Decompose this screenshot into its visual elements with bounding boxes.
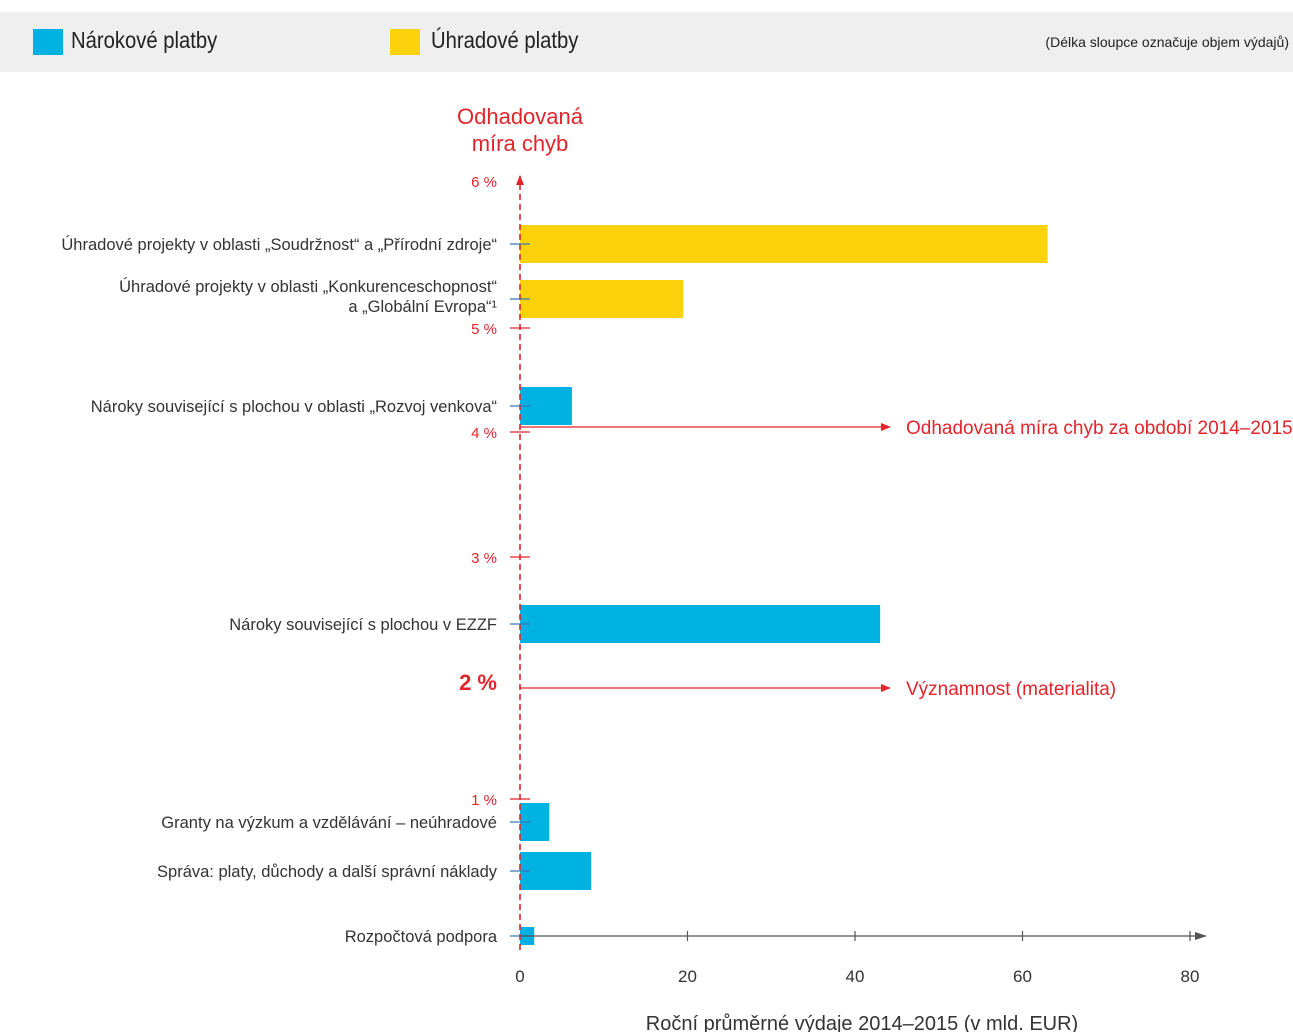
legend-swatch-entitlement [33, 29, 63, 55]
x-tick-label: 20 [678, 967, 697, 986]
legend-swatch-reimbursement [390, 29, 420, 55]
y-tick-label: 4 % [471, 425, 497, 442]
y-tick-label: 6 % [471, 174, 497, 191]
legend-label-reimbursement: Úhradové platby [431, 27, 579, 53]
legend: Nárokové platby Úhradové platby (Délka s… [0, 12, 1293, 72]
bar-2 [520, 280, 684, 318]
category-label: Úhradové projekty v oblasti „Soudržnost“… [61, 235, 497, 254]
category-label: Úhradové projekty v oblasti „Konkurences… [119, 277, 497, 296]
reference-label: Odhadovaná míra chyb za období 2014–2015 [906, 418, 1293, 439]
bar-1 [520, 225, 1048, 263]
y-tick-label: 5 % [471, 321, 497, 338]
legend-label-entitlement: Nárokové platby [71, 27, 218, 53]
category-label: Správa: platy, důchody a další správní n… [157, 863, 498, 881]
x-tick-label: 80 [1181, 967, 1200, 986]
x-tick-label: 40 [846, 967, 865, 986]
y-tick-label: 1 % [471, 792, 497, 809]
bar-6 [520, 852, 592, 890]
category-label: Granty na výzkum a vzdělávání – neúhrado… [161, 814, 497, 832]
bar-4 [520, 605, 881, 643]
y-axis-title-line: míra chyb [472, 131, 569, 156]
y-tick-label: 3 % [471, 550, 497, 567]
x-tick-label: 60 [1013, 967, 1032, 986]
x-axis-title: Roční průměrné výdaje 2014–2015 (v mld. … [646, 1013, 1078, 1032]
category-label: Rozpočtová podpora [345, 928, 498, 946]
category-label: a „Globální Evropa“¹ [348, 298, 497, 316]
reference-label: Významnost (materialita) [906, 679, 1116, 700]
legend-note: (Délka sloupce označuje objem výdajů) [1045, 34, 1289, 50]
y-axis-title-line: Odhadovaná [457, 104, 584, 129]
category-label: Nároky související s plochou v oblasti „… [91, 398, 497, 416]
category-label: Nároky související s plochou v EZZF [229, 616, 497, 634]
y-tick-label: 2 % [459, 670, 497, 695]
x-tick-label: 0 [515, 967, 524, 986]
